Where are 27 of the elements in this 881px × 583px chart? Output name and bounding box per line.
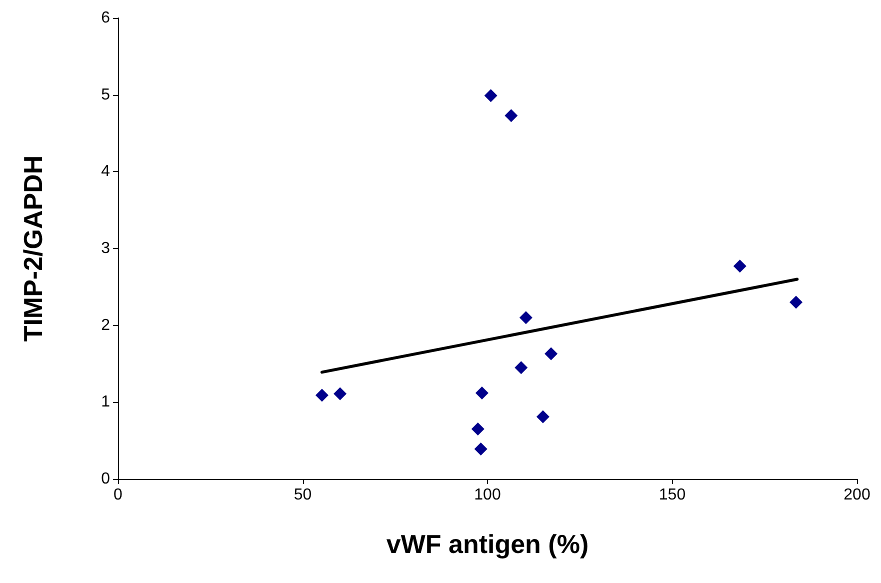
point	[733, 260, 746, 273]
point	[475, 386, 488, 400]
x-tick-label: 150	[658, 486, 686, 504]
point	[790, 296, 803, 309]
point	[315, 388, 328, 402]
y-tick-label: 0	[101, 470, 110, 488]
x-tick-label: 200	[844, 486, 870, 504]
y-tick-label: 2	[101, 316, 110, 334]
point	[474, 442, 488, 456]
x-axis-title: vWF antigen (%)	[386, 529, 589, 559]
y-axis-title: TIMP-2/GAPDH	[18, 155, 48, 342]
x-tick-label: 50	[294, 486, 312, 504]
x-tick-label: 0	[114, 486, 123, 504]
point	[536, 410, 550, 424]
y-tick-label: 1	[101, 394, 110, 411]
y-tick-label: 6	[101, 10, 110, 26]
point	[544, 347, 558, 360]
point	[519, 311, 532, 324]
x-tick-label: 100	[474, 486, 501, 504]
y-tick-label: 4	[101, 163, 110, 180]
point	[471, 422, 484, 436]
y-tick-label: 3	[101, 240, 110, 257]
point	[504, 109, 518, 122]
point	[514, 361, 528, 374]
point	[334, 387, 347, 400]
y-tick-label: 5	[101, 86, 110, 104]
point	[484, 89, 498, 102]
